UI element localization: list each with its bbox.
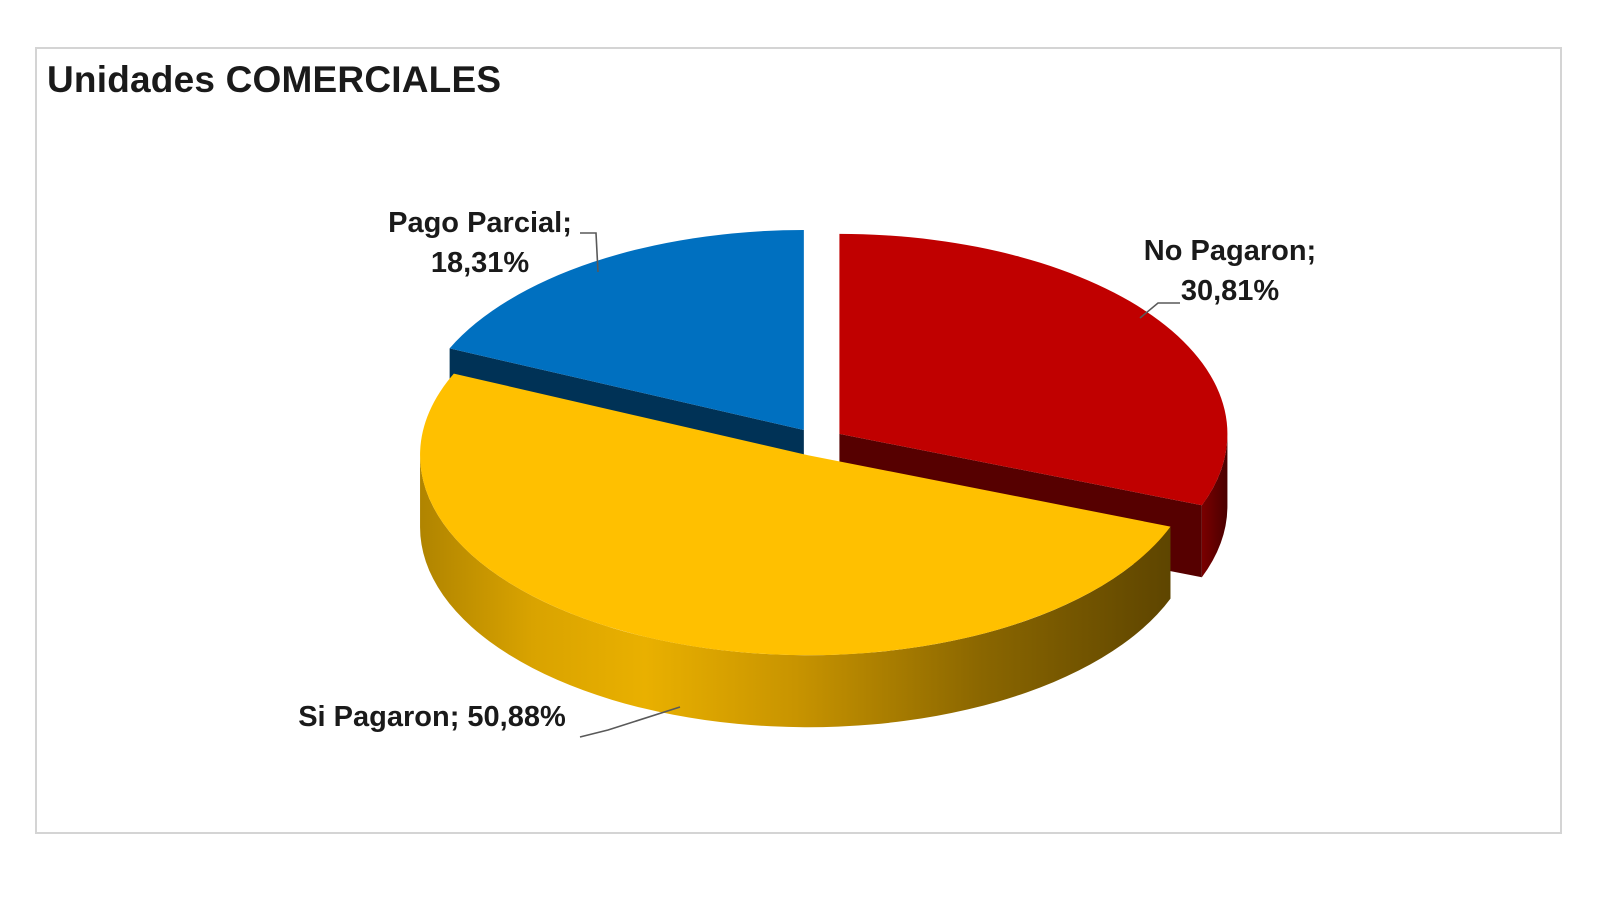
data-label-no-pagaron: No Pagaron; 30,81%	[1144, 235, 1316, 307]
pie-slice-side-no-pagaron	[1201, 433, 1228, 578]
leader-line-si-pagaron	[579, 706, 681, 738]
pie-slice-side-si-pagaron	[420, 455, 1171, 728]
leader-line-pago-parcial	[580, 232, 599, 273]
pie-slice-pago-parcial	[449, 230, 804, 431]
chart-title: Unidades COMERCIALES	[47, 59, 502, 100]
pie-slice-no-pagaron	[839, 233, 1228, 506]
leader-line-no-pagaron	[1139, 302, 1180, 319]
pie-slice-si-pagaron	[420, 373, 1171, 656]
data-label-si-pagaron: Si Pagaron; 50,88%	[298, 701, 566, 733]
data-label-pago-parcial: Pago Parcial; 18,31%	[388, 207, 572, 279]
